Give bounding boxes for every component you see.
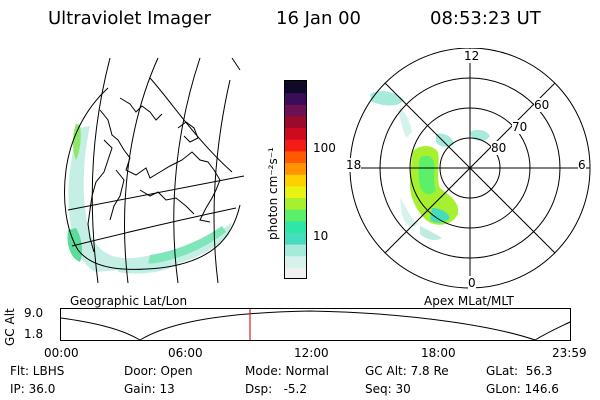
status-seq: Seq: 30: [365, 382, 411, 396]
altitude-xtick-1200: 12:00: [294, 346, 329, 360]
mlat-label-60: 60: [534, 98, 550, 112]
status-ip: IP: 36.0: [10, 382, 56, 396]
colorbar-stripe: [285, 104, 306, 117]
colorbar-stripe: [285, 220, 306, 233]
colorbar: [284, 80, 307, 280]
altitude-ytick-high: 9.0: [24, 306, 44, 320]
colorbar-stripe: [285, 92, 306, 105]
colorbar-tick-100: 100: [313, 141, 336, 155]
altitude-xtick-1800: 18:00: [421, 346, 456, 360]
app-title: Ultraviolet Imager: [48, 8, 211, 29]
altitude-xtick-0000: 00:00: [44, 346, 79, 360]
date-label: 16 Jan 00: [276, 8, 361, 29]
mlt-label-12: 12: [464, 49, 480, 63]
colorbar-stripe: [285, 197, 306, 210]
colorbar-unit-label: photon cm⁻²s⁻¹: [266, 147, 280, 240]
status-door: Door: Open: [124, 364, 193, 378]
colorbar-stripe: [285, 209, 306, 222]
altitude-xtick-0600: 06:00: [168, 346, 203, 360]
status-glat: GLat: 56.3: [486, 364, 553, 378]
colorbar-stripe: [285, 174, 306, 187]
colorbar-stripe: [285, 81, 306, 94]
colorbar-stripe: [285, 139, 306, 152]
geographic-map-label: Geographic Lat/Lon: [70, 294, 188, 308]
mlt-label-6: 6: [578, 158, 586, 172]
colorbar-tick-10: 10: [313, 229, 329, 243]
colorbar-stripe: [285, 127, 306, 140]
mlat-label-70: 70: [512, 120, 528, 134]
colorbar-stripe: [285, 115, 306, 129]
status-gain: Gain: 13: [124, 382, 175, 396]
polar-map: [349, 48, 591, 289]
mlt-label-18: 18: [346, 158, 362, 172]
polar-map-grid: [349, 48, 591, 289]
time-label: 08:53:23 UT: [430, 8, 541, 29]
colorbar-stripe: [285, 150, 306, 164]
colorbar-stripe: [285, 267, 306, 280]
mlat-label-80: 80: [491, 141, 507, 155]
geographic-map-grid: [64, 57, 245, 284]
status-glon: GLon: 146.6: [486, 382, 559, 396]
status-flt: Flt: LBHS: [10, 364, 65, 378]
altitude-ytick-low: 1.8: [24, 327, 44, 341]
colorbar-stripe: [285, 185, 306, 198]
mlt-label-0: 0: [468, 276, 476, 290]
polar-map-aurora: [370, 91, 490, 241]
polar-map-label: Apex MLat/MLT: [424, 294, 514, 308]
colorbar-stripe: [285, 244, 306, 257]
status-gc-alt: GC Alt: 7.8 Re: [365, 364, 449, 378]
altitude-xtick-2359: 23:59: [552, 346, 587, 360]
colorbar-stripe: [285, 162, 306, 175]
colorbar-stripe: [285, 255, 306, 268]
altitude-plot: [60, 308, 571, 341]
colorbar-stripe: [285, 232, 306, 245]
status-dsp: Dsp: -5.2: [245, 382, 308, 396]
altitude-plot-ylabel: GC Alt: [3, 308, 17, 346]
status-mode: Mode: Normal: [245, 364, 329, 378]
